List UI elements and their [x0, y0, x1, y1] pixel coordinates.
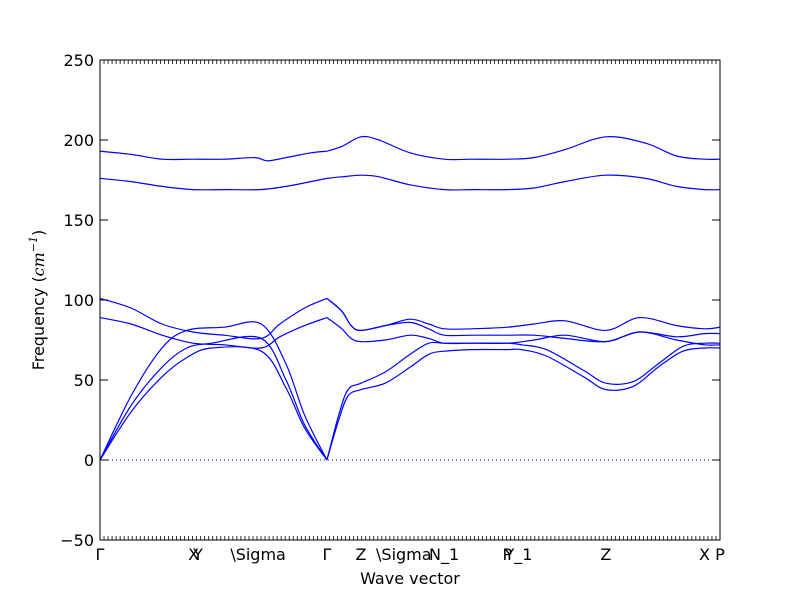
x-tick-label: P — [503, 545, 513, 564]
x-axis-label: Wave vector — [360, 569, 460, 588]
y-tick-label: 150 — [63, 211, 94, 230]
tick-marks — [99, 59, 721, 541]
phonon-branch-1 — [99, 346, 328, 461]
axes-frame — [99, 59, 721, 541]
x-tick-label: P — [715, 545, 725, 564]
y-axis-label-exponent: −1 — [27, 236, 40, 252]
x-tick-label: Z — [600, 545, 611, 564]
x-tick-label: \Sigma — [376, 545, 432, 564]
x-tick-label: X — [699, 545, 710, 564]
phonon-branch-5 — [99, 297, 328, 340]
phonon-branch-2 — [99, 335, 328, 461]
phonon-branch-12 — [326, 297, 721, 332]
phonon-branch-8 — [326, 347, 721, 461]
phonon-branch-3 — [99, 321, 328, 461]
phonon-branch-4 — [99, 317, 328, 349]
y-tick-label: 0 — [84, 451, 94, 470]
y-tick-label: 200 — [63, 131, 94, 150]
x-tick-label: Y_1 — [504, 545, 533, 565]
x-tick-label: N_1 — [429, 545, 459, 565]
x-tick-label: X — [188, 545, 199, 564]
phonon-branch-7 — [99, 150, 327, 162]
series-group — [99, 135, 721, 461]
phonon-branch-14 — [326, 135, 721, 161]
phonon-branch-13 — [326, 174, 721, 191]
y-axis-label: Frequency (cm−1) — [27, 230, 48, 371]
y-tick-label: 250 — [63, 51, 94, 70]
x-tick-label: \Sigma — [230, 545, 286, 564]
x-tick-label: Y — [192, 545, 203, 564]
plot-area — [99, 59, 721, 541]
y-axis-label-math: cm — [29, 252, 48, 276]
x-tick-label: Γ — [322, 545, 331, 564]
y-tick-labels: −50 0 50 100 150 200 250 — [60, 51, 94, 550]
x-tick-label: Γ — [96, 545, 105, 564]
phonon-branch-6 — [99, 177, 328, 191]
x-tick-label: Z — [356, 545, 367, 564]
y-tick-label: 100 — [63, 291, 94, 310]
y-tick-label: 50 — [74, 371, 94, 390]
y-axis-label-text: Frequency ( — [29, 276, 48, 370]
y-axis-label-close: ) — [29, 230, 48, 236]
y-tick-label: −50 — [60, 531, 94, 550]
